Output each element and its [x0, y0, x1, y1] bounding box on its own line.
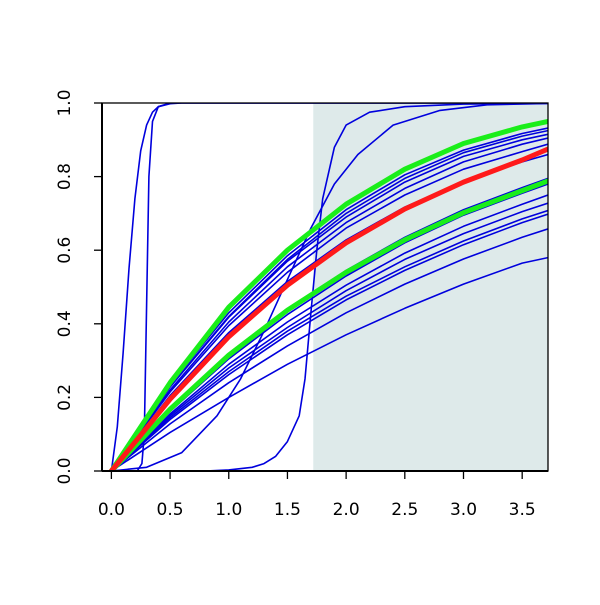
series-line-blue-18: [110, 256, 548, 471]
x-tick-label: 1.0: [215, 500, 242, 520]
x-tick-label: 1.5: [274, 500, 301, 520]
y-tick-label: 1.0: [55, 89, 75, 116]
x-tick-label: 0.5: [157, 500, 184, 520]
series-line-green-20: [108, 178, 548, 471]
y-tick-label: 0.8: [55, 163, 75, 190]
series-line-blue-6: [110, 143, 548, 471]
series-line-green-19: [108, 118, 548, 471]
y-tick-label: 0.2: [55, 384, 75, 411]
series-line-blue-7: [110, 137, 548, 471]
series-line-blue-14: [110, 202, 548, 471]
series-line-red-21: [108, 146, 548, 471]
x-tick-label: 3.5: [509, 500, 536, 520]
series-line-blue-17: [110, 228, 548, 471]
x-tick-label: 3.0: [450, 500, 477, 520]
series-line-blue-15: [110, 209, 548, 471]
y-tick-label: 0.4: [55, 310, 75, 337]
y-tick-label: 0.0: [55, 457, 75, 484]
series-line-blue-4: [110, 103, 548, 471]
series-line-blue-16: [110, 213, 548, 471]
series-line-blue-13: [110, 194, 548, 471]
x-tick-label: 2.0: [333, 500, 360, 520]
y-tick-label: 0.6: [55, 237, 75, 264]
x-tick-label: 0.0: [98, 500, 125, 520]
series-line-blue-9: [110, 129, 548, 471]
x-tick-label: 2.5: [391, 500, 418, 520]
series-line-blue-2: [136, 103, 548, 471]
series-line-blue-3: [110, 103, 548, 471]
